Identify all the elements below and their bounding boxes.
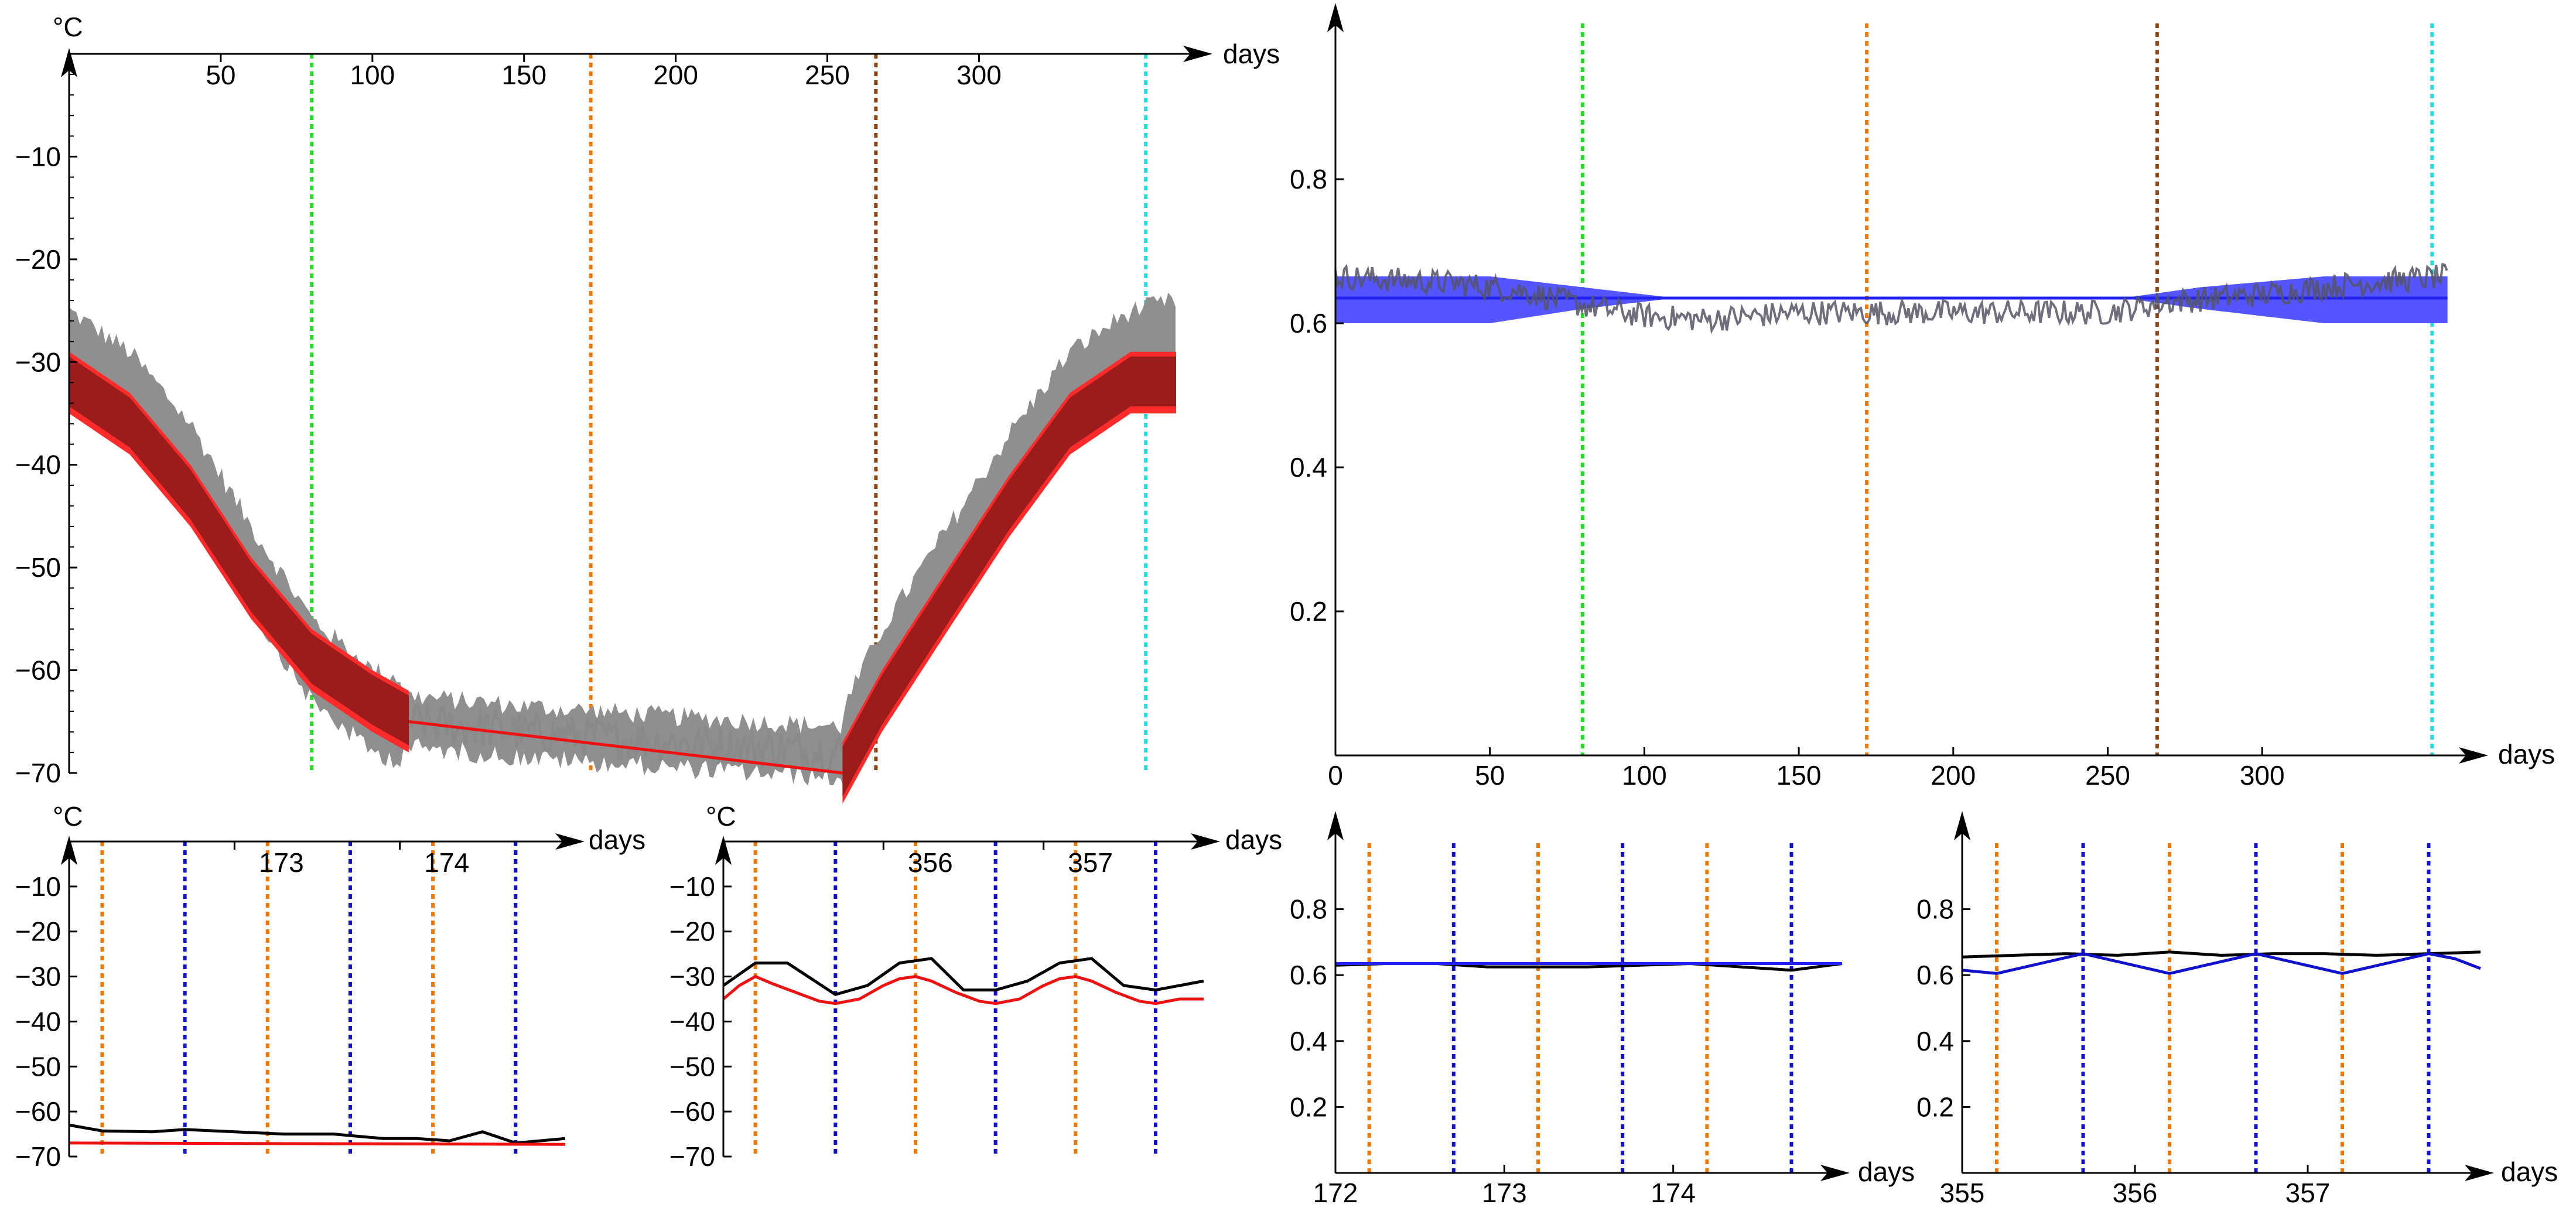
- series-model-band: [1335, 276, 2448, 323]
- y-tick-label: −70: [15, 1141, 61, 1172]
- x-tick-label: 150: [501, 60, 546, 90]
- series-observed-line: [69, 1123, 566, 1145]
- x-tick-label: 200: [653, 60, 698, 90]
- series-overlap-band: [842, 356, 1176, 797]
- y-tick-label: 0.2: [1290, 1092, 1327, 1122]
- y-tick-label: −60: [15, 1096, 61, 1127]
- x-tick-label: 174: [1651, 1178, 1696, 1208]
- y-tick-label: −50: [669, 1051, 715, 1082]
- y-tick-label: 0.8: [1290, 164, 1327, 194]
- x-tick-label: 250: [805, 60, 850, 90]
- y-axis-arrow-icon: [1954, 811, 1970, 840]
- series-model-line: [722, 975, 1204, 1005]
- y-axis-label: °C: [53, 801, 83, 832]
- x-tick-label: 356: [2113, 1178, 2158, 1208]
- series-observed-line: [1962, 950, 2481, 959]
- x-axis-arrow-icon: [1183, 46, 1212, 62]
- y-tick-label: 0.4: [1290, 1026, 1327, 1056]
- x-axis-arrow-icon: [1820, 1165, 1850, 1181]
- series-model-line: [408, 720, 843, 775]
- y-axis-arrow-icon: [1327, 3, 1344, 32]
- y-tick-label: −40: [15, 1006, 61, 1036]
- series-overlap-band: [69, 356, 409, 745]
- chart-temp-172: 173 174 −10 −20 −30 −40 −50 −60 −70 days °C: [15, 801, 645, 1172]
- series-model-band: [842, 351, 1176, 804]
- y-axis-label: °C: [53, 12, 83, 42]
- x-tick-label: 173: [259, 847, 304, 878]
- x-tick-label: 300: [956, 60, 1002, 90]
- y-tick-label: 0.8: [1916, 894, 1954, 925]
- x-tick-label: 300: [2240, 760, 2285, 791]
- chart-albedo-355: 355 356 357 0.2 0.4 0.6 0.8 days: [1916, 811, 2558, 1208]
- y-tick-label: 0.6: [1290, 960, 1327, 990]
- y-axis-label: °C: [706, 801, 736, 832]
- x-tick-label: 150: [1776, 760, 1822, 791]
- y-tick-label: −20: [15, 244, 61, 275]
- series-model-line: [69, 1141, 566, 1146]
- x-axis-label: days: [1858, 1157, 1915, 1187]
- x-axis-arrow-icon: [555, 833, 585, 850]
- series-model-line: [1962, 952, 2481, 975]
- y-tick-label: −40: [669, 1006, 715, 1036]
- y-tick-label: −10: [15, 871, 61, 902]
- y-axis-arrow-icon: [715, 836, 732, 865]
- x-axis-label: days: [2501, 1157, 2558, 1187]
- y-tick-label: −20: [669, 916, 715, 947]
- x-tick-label: 250: [2085, 760, 2130, 791]
- y-tick-label: −10: [669, 871, 715, 902]
- x-axis-label: days: [1223, 39, 1280, 69]
- y-tick-label: −30: [669, 962, 715, 992]
- x-axis-arrow-icon: [2459, 747, 2488, 764]
- y-tick-label: −60: [15, 655, 61, 686]
- x-tick-label: 357: [2285, 1178, 2331, 1208]
- y-tick-label: −20: [15, 916, 61, 947]
- x-tick-label: 0: [1328, 760, 1343, 791]
- y-tick-label: −40: [15, 450, 61, 480]
- y-tick-label: 0.6: [1916, 960, 1954, 990]
- y-tick-label: 0.2: [1916, 1092, 1954, 1122]
- x-axis-label: days: [2498, 739, 2555, 769]
- x-tick-label: 174: [424, 847, 469, 878]
- y-tick-label: 0.4: [1916, 1026, 1954, 1056]
- x-tick-label: 355: [1940, 1178, 1985, 1208]
- y-tick-label: −50: [15, 1051, 61, 1082]
- x-tick-label: 100: [1622, 760, 1667, 791]
- y-axis-arrow-icon: [61, 836, 77, 865]
- x-tick-label: 173: [1482, 1178, 1527, 1208]
- x-tick-label: 356: [908, 847, 953, 878]
- chart-albedo-year: 0 50 100 150 200 250 300 0.2 0.4 0.6 0.8 days: [1290, 3, 2555, 791]
- x-tick-label: 200: [1931, 760, 1976, 791]
- y-tick-label: −50: [15, 552, 61, 583]
- y-tick-label: −10: [15, 141, 61, 172]
- chart-temp-year: 50 100 150 200 250 300 −10 −20 −30 −40 −50 −60 −70 da…: [15, 12, 1280, 804]
- y-axis-arrow-icon: [61, 48, 77, 77]
- x-tick-label: 100: [350, 60, 395, 90]
- x-tick-label: 50: [206, 60, 235, 90]
- y-tick-label: 0.8: [1290, 894, 1327, 925]
- x-tick-label: 50: [1475, 760, 1505, 791]
- y-tick-label: −30: [15, 962, 61, 992]
- x-axis-label: days: [1225, 825, 1282, 855]
- y-tick-label: 0.4: [1290, 452, 1327, 483]
- y-tick-label: −60: [669, 1096, 715, 1127]
- x-tick-label: 357: [1068, 847, 1113, 878]
- chart-albedo-172: 172 173 174 0.2 0.4 0.6 0.8 days: [1290, 811, 1915, 1208]
- series-observed-line: [722, 957, 1204, 996]
- x-axis-arrow-icon: [1191, 833, 1220, 850]
- y-tick-label: −70: [15, 758, 61, 788]
- y-tick-label: 0.2: [1290, 596, 1327, 627]
- y-axis-arrow-icon: [1327, 811, 1344, 840]
- y-tick-label: −70: [669, 1141, 715, 1172]
- y-tick-label: −30: [15, 347, 61, 377]
- x-axis-arrow-icon: [2465, 1165, 2494, 1181]
- series-observed-line: [1334, 262, 2448, 334]
- chart-temp-355: 356 357 −10 −20 −30 −40 −50 −60 −70 days °C: [669, 801, 1282, 1172]
- x-axis-label: days: [589, 825, 645, 855]
- y-tick-label: 0.6: [1290, 308, 1327, 338]
- x-tick-label: 172: [1313, 1178, 1358, 1208]
